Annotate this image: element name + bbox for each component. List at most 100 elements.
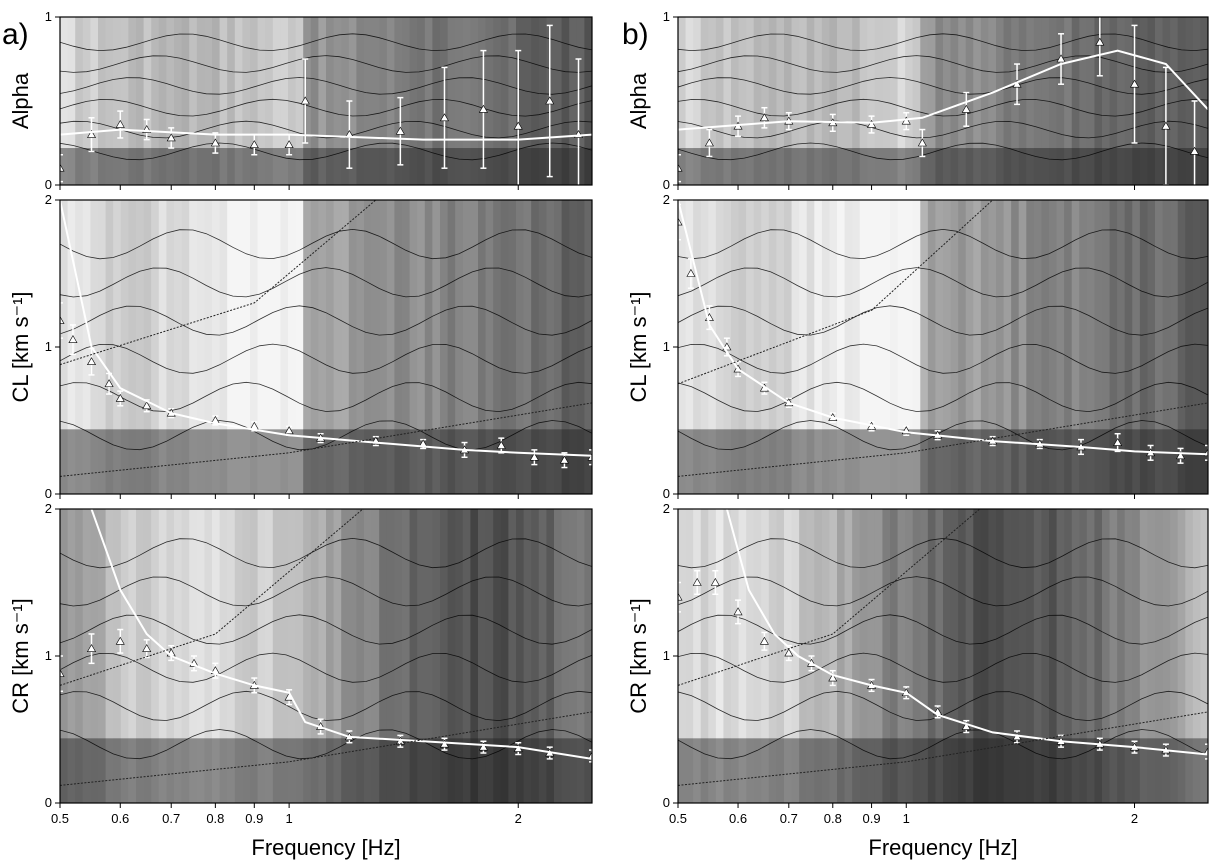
heatmap-cell [1185,200,1194,494]
heatmap-cell [326,17,335,185]
heatmap-cell [844,509,853,803]
data-point [210,138,220,147]
heatmap-cell [905,17,914,185]
heatmap-cell [753,17,762,185]
heatmap-cell [478,509,487,803]
heatmap-cell [996,509,1005,803]
heatmap-cell [784,200,793,494]
heatmap-cell [98,17,107,185]
heatmap-cell [394,17,403,185]
data-point [115,119,125,128]
plot-area [60,200,592,494]
heatmap-cell [950,17,959,185]
heatmap-cell [829,17,838,185]
heatmap-cell [882,200,891,494]
heatmap-cell [867,509,876,803]
heatmap-cell [531,17,540,185]
heatmap-cell [500,509,509,803]
heatmap-cell [837,17,846,185]
heatmap-cell [1109,200,1118,494]
data-point [1203,746,1208,755]
heatmap-cell [538,200,547,494]
heatmap-cell [1079,509,1088,803]
heatmap-cell [196,509,205,803]
data-point [478,742,488,751]
data-point [1190,146,1200,155]
heatmap-cell [234,509,243,803]
heatmap-cell [1132,509,1141,803]
contour-line [60,614,592,645]
heatmap-cell [1033,200,1043,494]
y-tick-label: 1 [663,9,670,24]
heatmap-cell [364,509,373,803]
heatmap-cell [1086,509,1096,803]
data-point [1161,121,1171,130]
heatmap-cell [859,17,868,185]
heatmap-cell [128,200,137,494]
heatmap-cell [746,17,755,185]
heatmap-cell [75,200,84,494]
heatmap-cell [326,200,335,494]
heatmap-cell [257,200,266,494]
heatmap-cell [250,509,259,803]
heatmap-cell [546,509,555,803]
data-point [710,577,720,586]
x-tick-label: 1 [903,811,910,826]
heatmap-cell [242,200,251,494]
heatmap-cell [143,200,152,494]
data-point [961,104,971,113]
y-tick-label: 1 [45,648,52,663]
x-tick-label: 2 [1131,811,1138,826]
heatmap-cell [280,200,289,494]
heatmap-cell [561,200,570,494]
heatmap-cell [196,17,205,185]
heatmap-cell [75,509,84,803]
heatmap-cell [113,17,122,185]
heatmap-cell [158,200,167,494]
heatmap-cell [1117,200,1126,494]
heatmap-cell [402,200,411,494]
heatmap-cell [965,200,974,494]
contour-line [60,729,592,760]
heatmap-cell [166,200,175,494]
heatmap-cell [561,17,570,185]
heatmap-cell [806,200,815,494]
heatmap-cell [288,17,297,185]
heatmap-cell [379,17,388,185]
heatmap-cell [973,200,982,494]
data-point [142,644,152,652]
heatmap-cell [1064,509,1073,803]
heatmap-cell [424,509,433,803]
heatmap-cell [60,200,69,494]
heatmap-cell [242,17,251,185]
heatmap-cell [996,200,1005,494]
heatmap-cell [852,17,861,185]
heatmap-cell [829,509,838,803]
reference-curve [60,200,377,366]
data-point [513,121,523,130]
contour-line [60,55,592,73]
data-point [478,104,488,113]
heatmap-band [60,738,592,803]
heatmap-cell [280,17,289,185]
heatmap-cell [219,17,228,185]
heatmap-cell [82,200,91,494]
heatmap-cell [1003,509,1012,803]
heatmap-cell [1026,200,1035,494]
heatmap-cell [478,200,487,494]
y-axis-label: Alpha [8,72,33,129]
heatmap-cell [447,200,456,494]
heatmap-cell [1086,200,1096,494]
heatmap-cell [867,200,876,494]
data-point [1113,437,1123,446]
heatmap-cell [75,17,84,185]
y-tick-label: 1 [663,648,670,663]
heatmap-cell [920,17,929,185]
heatmap-cell [1018,200,1027,494]
data-point [545,96,555,105]
contour-line [60,343,592,374]
y-axis-label: CL [km s⁻¹] [8,291,33,402]
data-point [733,607,743,616]
heatmap-cell [1079,200,1088,494]
heatmap-cell [829,200,838,494]
